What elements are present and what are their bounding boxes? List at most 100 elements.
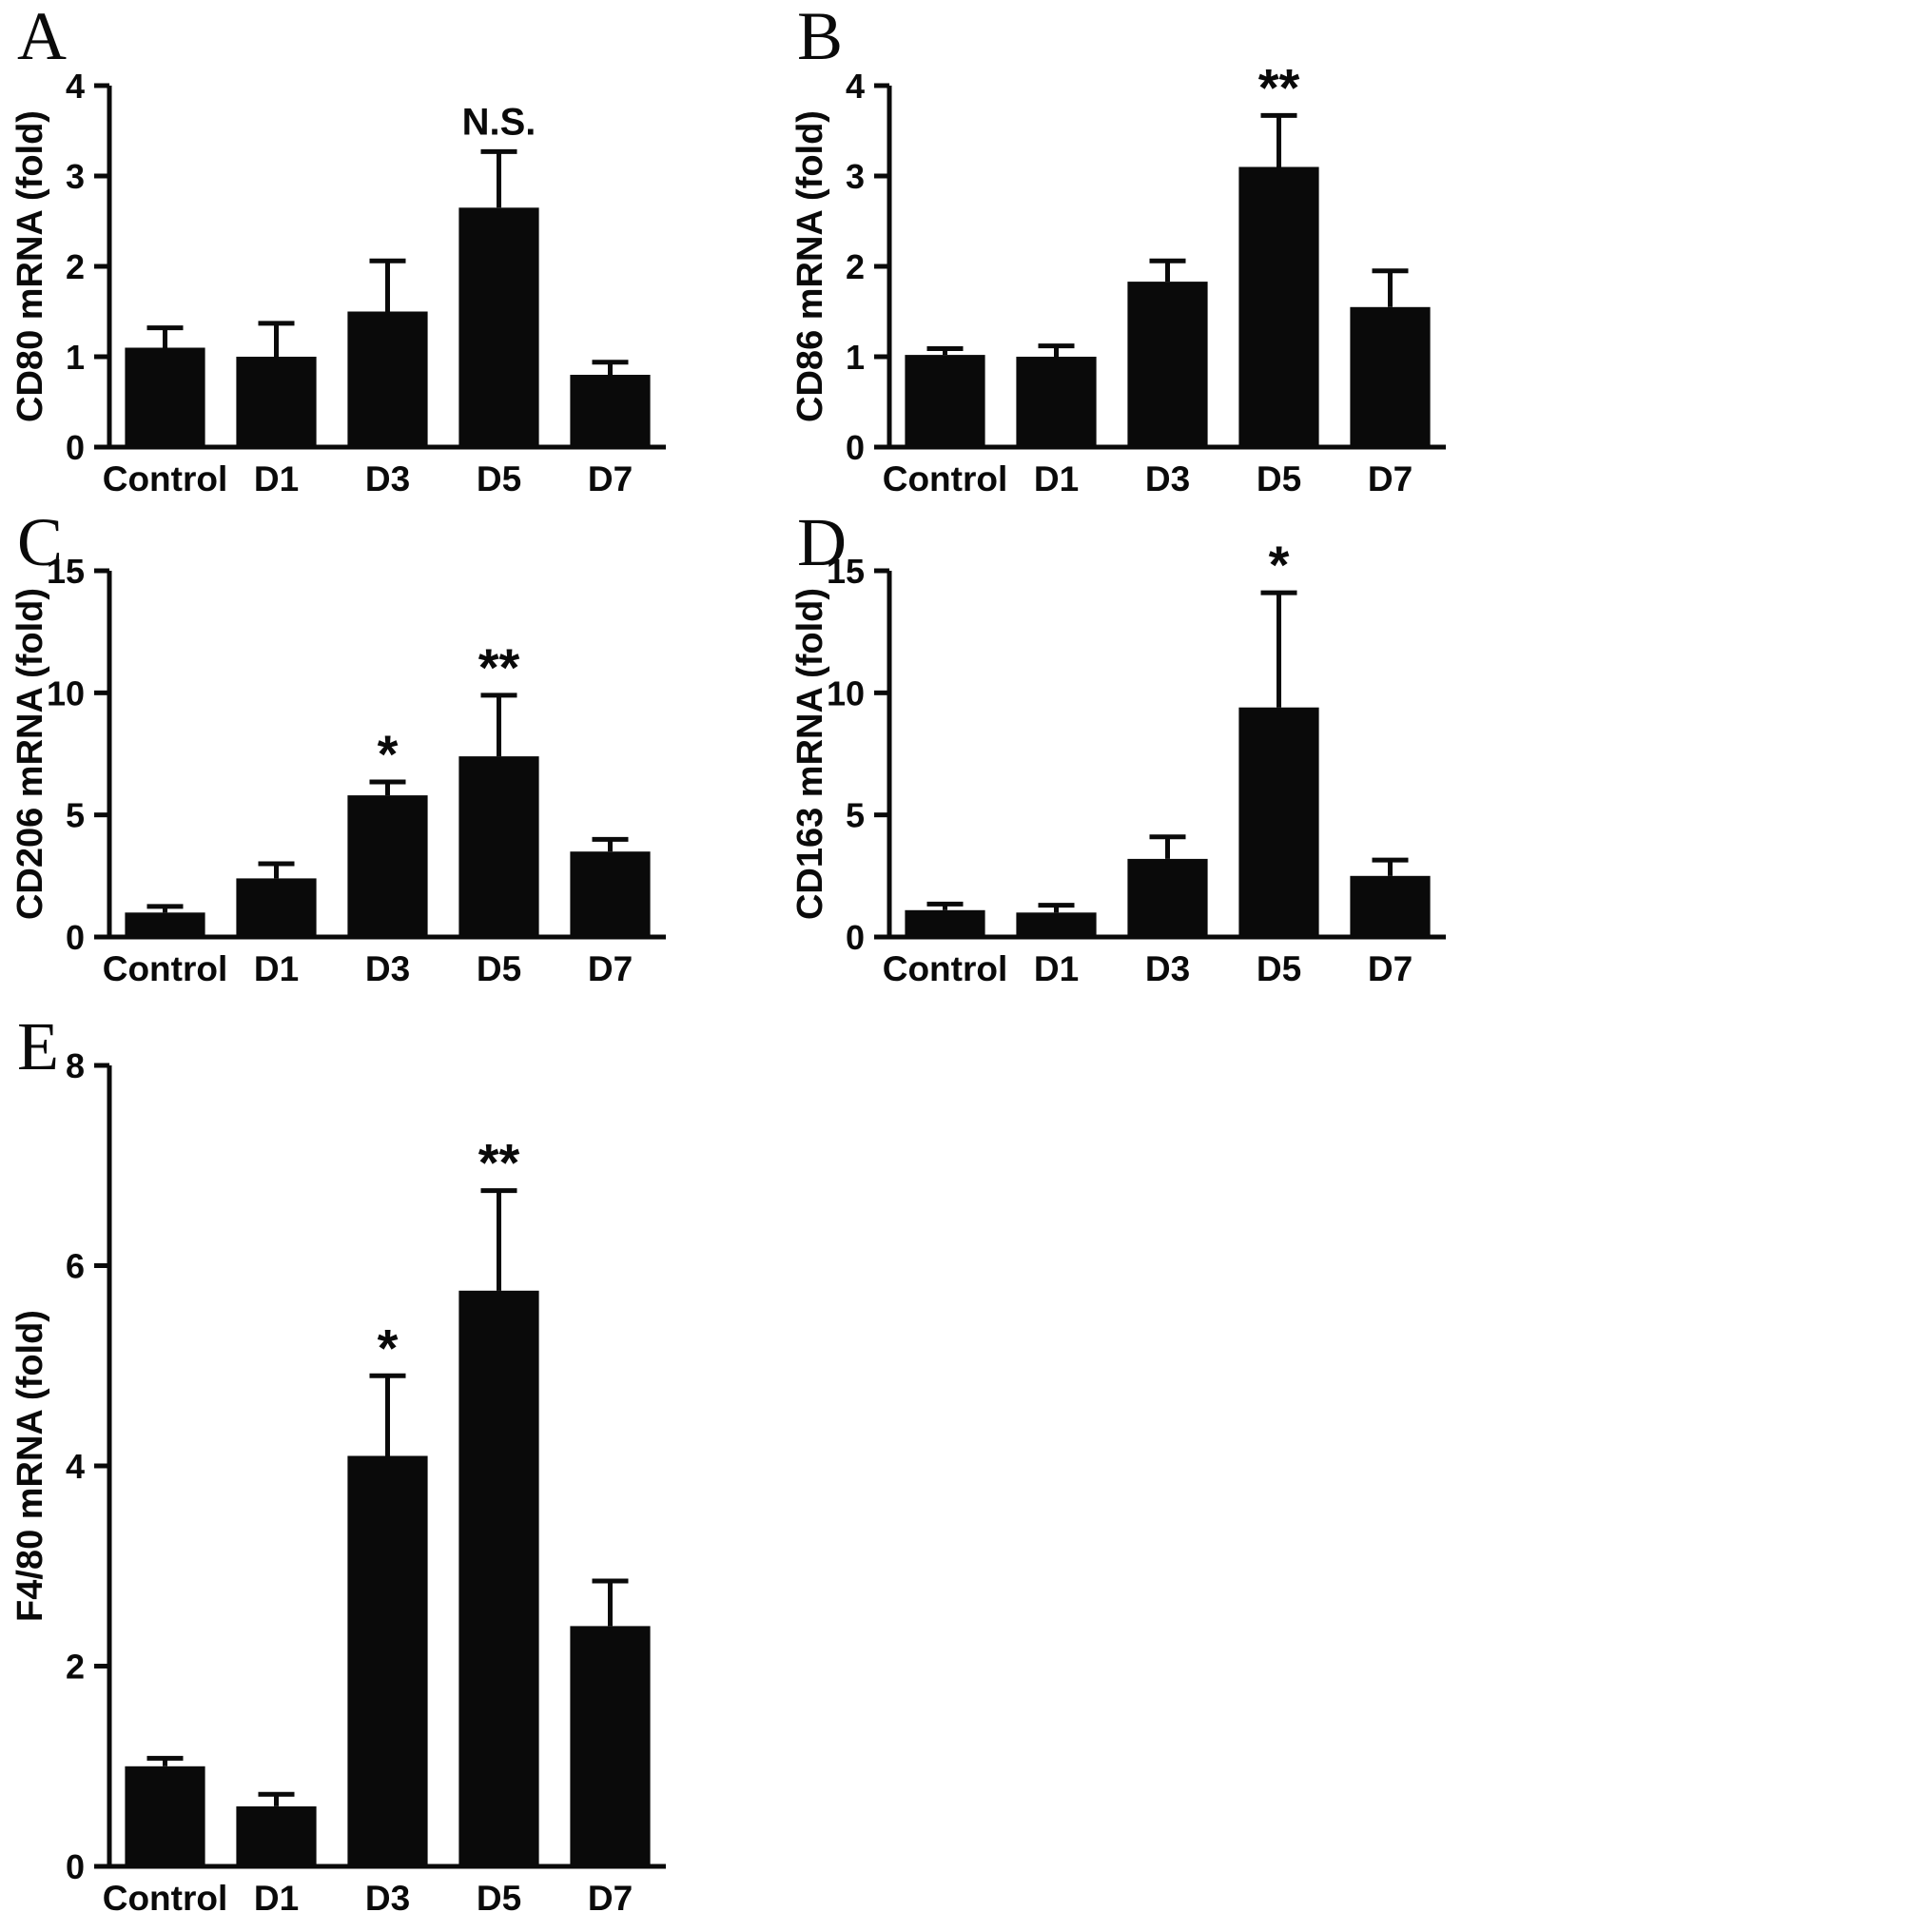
x-tick-label-d3: D3 — [365, 1879, 410, 1918]
x-tick-label-control: Control — [883, 459, 1008, 498]
y-tick-label: 3 — [846, 157, 865, 196]
bar-d3 — [1127, 858, 1208, 937]
y-tick-label: 1 — [846, 338, 865, 377]
x-tick-label-d1: D1 — [1034, 949, 1079, 988]
y-tick-label: 6 — [66, 1247, 85, 1286]
y-tick-label: 0 — [66, 1847, 85, 1886]
y-tick-label: 4 — [66, 67, 85, 106]
y-tick-label: 15 — [827, 552, 865, 591]
bar-d5 — [1238, 707, 1319, 937]
chart-f480: 0 2 4 6 8 Control D1 * D3 ** D5 D7 F4/80 mRNA (fold) — [0, 1010, 685, 1932]
x-tick-label-d5: D5 — [1257, 459, 1301, 498]
x-tick-label-d7: D7 — [1368, 459, 1413, 498]
bar-d7 — [1350, 306, 1431, 448]
y-tick-label: 3 — [66, 157, 85, 196]
x-tick-label-d5: D5 — [1257, 949, 1301, 988]
y-tick-label: 0 — [66, 918, 85, 957]
bar-control — [125, 347, 205, 447]
panel-label-c: C — [17, 504, 64, 580]
x-tick-label-d3: D3 — [1145, 949, 1190, 988]
panel-label-b: B — [797, 0, 844, 74]
y-tick-label: 5 — [846, 796, 865, 835]
x-tick-label-d1: D1 — [1034, 459, 1079, 498]
significance-label: N.S. — [462, 101, 536, 143]
significance-label: ** — [1258, 57, 1300, 117]
x-tick-label-d7: D7 — [588, 1879, 633, 1918]
panel-b: B 0 1 2 3 4 Control D1 D3 ** D5 D7 CD86 mRNA (fold) — [780, 0, 1465, 506]
x-tick-label-d5: D5 — [477, 949, 521, 988]
y-tick-label: 0 — [846, 428, 865, 467]
x-tick-label-d7: D7 — [588, 949, 633, 988]
x-tick-label-d7: D7 — [588, 459, 633, 498]
bar-d1 — [236, 357, 317, 447]
chart-cd86: 0 1 2 3 4 Control D1 D3 ** D5 D7 CD86 mRNA (fold) — [780, 0, 1465, 506]
significance-label: ** — [478, 637, 520, 697]
x-tick-label-d3: D3 — [365, 949, 410, 988]
chart-cd163: 0 5 10 15 Control D1 D3 * D5 D7 CD163 mRNA (fold) — [780, 506, 1465, 1012]
x-tick-label-d1: D1 — [254, 949, 299, 988]
x-tick-label-control: Control — [883, 949, 1008, 988]
y-tick-label: 4 — [846, 67, 865, 106]
y-tick-label: 15 — [47, 552, 85, 591]
y-axis-title: CD206 mRNA (fold) — [10, 588, 50, 920]
y-tick-label: 5 — [66, 796, 85, 835]
y-axis-title: CD163 mRNA (fold) — [790, 588, 830, 920]
y-tick-label: 2 — [846, 247, 865, 286]
bar-d7 — [1350, 875, 1431, 937]
panel-d: D 0 5 10 15 Control D1 D3 * D5 D7 CD163 mRNA (fold… — [780, 506, 1465, 1012]
y-tick-label: 0 — [66, 428, 85, 467]
y-tick-label: 10 — [827, 673, 865, 712]
bar-d5 — [458, 207, 539, 448]
bar-control — [125, 912, 205, 937]
y-tick-label: 8 — [66, 1046, 85, 1085]
y-tick-label: 10 — [47, 673, 85, 712]
chart-cd206: 0 5 10 15 Control D1 * D3 ** D5 D7 CD206 mRNA (fold… — [0, 506, 685, 1012]
panel-e: E 0 2 4 6 8 Control D1 * D3 ** D5 D7 F4/80 mRNA (fol… — [0, 1010, 685, 1932]
x-tick-label-control: Control — [103, 1879, 228, 1918]
significance-label: * — [378, 1317, 399, 1377]
significance-label: * — [1269, 535, 1290, 595]
bar-d1 — [1016, 912, 1097, 937]
bar-control — [125, 1766, 205, 1867]
bar-d5 — [458, 1290, 539, 1866]
panel-label-e: E — [17, 1008, 59, 1084]
chart-cd80: 0 1 2 3 4 Control D1 D3 N.S. D5 D7 CD80 mRNA (fold) — [0, 0, 685, 506]
panel-label-d: D — [797, 504, 847, 580]
bar-d1 — [1016, 357, 1097, 447]
bar-d5 — [458, 756, 539, 937]
bar-d3 — [347, 795, 428, 937]
y-tick-label: 2 — [66, 247, 85, 286]
x-tick-label-control: Control — [103, 949, 228, 988]
x-tick-label-d3: D3 — [1145, 459, 1190, 498]
x-tick-label-d3: D3 — [365, 459, 410, 498]
bar-control — [905, 355, 985, 447]
panel-a: A 0 1 2 3 4 Control D1 D3 N.S. D5 D7 CD80 mRNA (fol… — [0, 0, 685, 506]
panel-c: C 0 5 10 15 Control D1 * D3 ** D5 D7 CD206 mRNA (fo… — [0, 506, 685, 1012]
y-axis-title: CD80 mRNA (fold) — [10, 110, 50, 422]
x-tick-label-d5: D5 — [477, 1879, 521, 1918]
bar-d5 — [1238, 166, 1319, 447]
bar-d1 — [236, 1805, 317, 1866]
x-tick-label-control: Control — [103, 459, 228, 498]
bar-d7 — [570, 375, 651, 447]
significance-label: * — [378, 724, 399, 784]
y-tick-label: 0 — [846, 918, 865, 957]
bar-d1 — [236, 878, 317, 937]
bar-d7 — [570, 1626, 651, 1866]
y-tick-label: 4 — [66, 1447, 85, 1486]
panel-label-a: A — [17, 0, 67, 74]
y-axis-title: CD86 mRNA (fold) — [790, 110, 830, 422]
bar-d7 — [570, 851, 651, 937]
significance-label: ** — [478, 1133, 520, 1193]
x-tick-label-d1: D1 — [254, 459, 299, 498]
x-tick-label-d7: D7 — [1368, 949, 1413, 988]
x-tick-label-d1: D1 — [254, 1879, 299, 1918]
x-tick-label-d5: D5 — [477, 459, 521, 498]
y-axis-title: F4/80 mRNA (fold) — [10, 1310, 50, 1622]
bar-d3 — [347, 311, 428, 447]
y-tick-label: 2 — [66, 1648, 85, 1687]
bar-d3 — [347, 1455, 428, 1866]
y-tick-label: 1 — [66, 338, 85, 377]
bar-control — [905, 909, 985, 937]
